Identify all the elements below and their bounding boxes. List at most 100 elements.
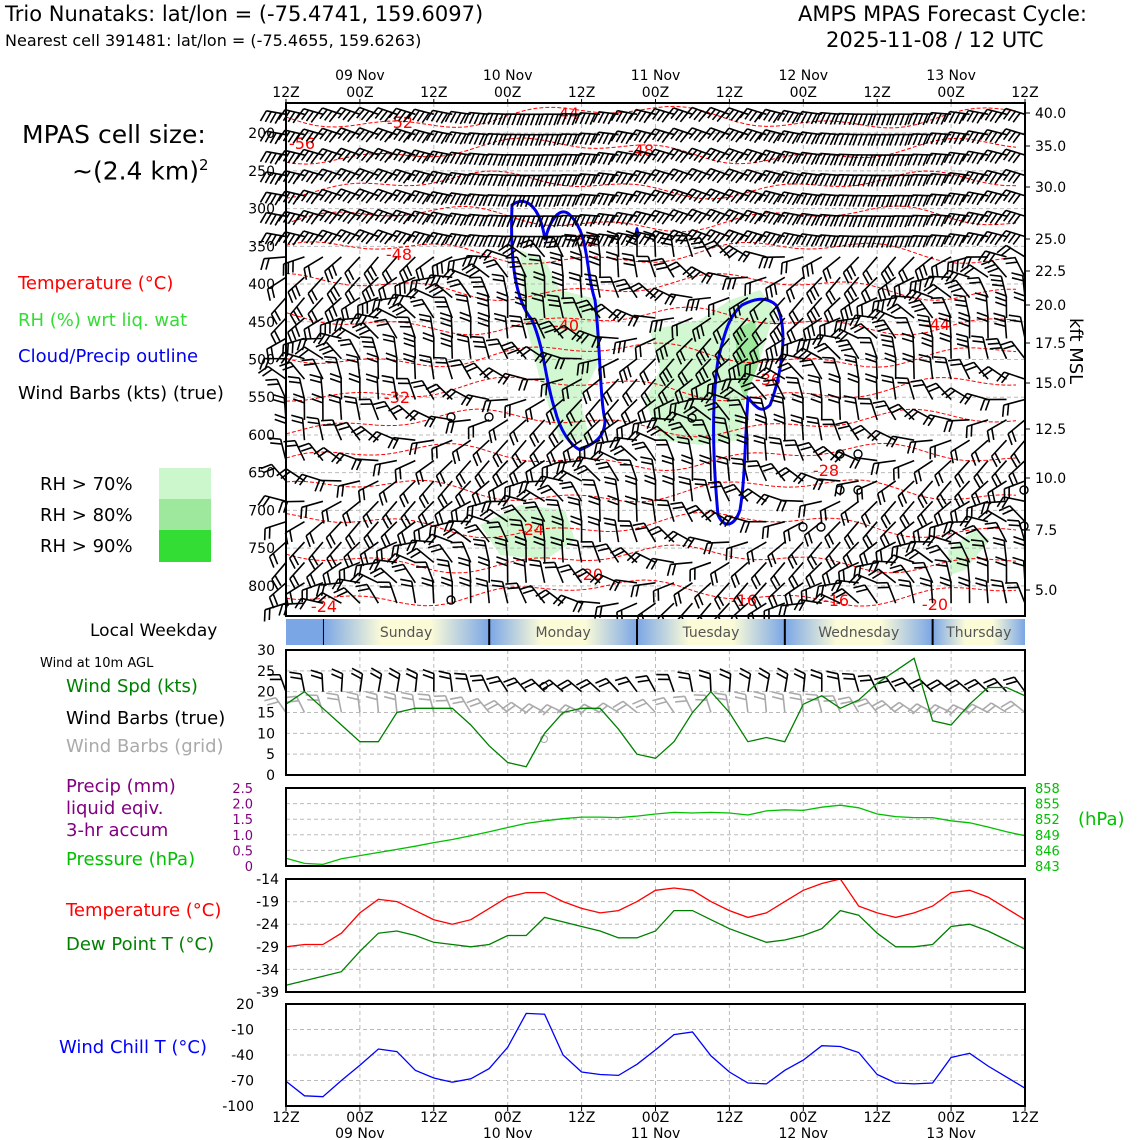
wind-barb-feather xyxy=(519,175,526,187)
wind-barb-feather xyxy=(557,327,569,336)
wind-barb-feather xyxy=(607,194,615,206)
wind-barb-feather xyxy=(549,251,562,257)
wind-barb-feather xyxy=(966,192,975,204)
wind-barb-feather xyxy=(865,269,873,281)
wind-barb-feather xyxy=(534,475,543,487)
wind-barb xyxy=(840,296,860,322)
wind-barb xyxy=(767,582,786,609)
wind-barb-feather xyxy=(369,567,381,575)
wind-barb-feather xyxy=(885,114,892,126)
wind-barb-feather xyxy=(734,573,741,585)
wind-barb-feather xyxy=(435,446,438,459)
wind-barb-feather xyxy=(786,234,795,246)
wind-barb xyxy=(444,110,471,125)
wind-barb-staff xyxy=(708,438,712,461)
wind-barb-feather xyxy=(902,352,914,358)
wind-barb-feather xyxy=(331,326,342,336)
wind-barb-feather xyxy=(920,493,928,505)
wind-barb-staff xyxy=(285,582,305,596)
wind-barb xyxy=(568,271,583,298)
wind-barb-staff xyxy=(820,234,841,238)
wind-barb-staff xyxy=(377,357,380,380)
wind-barb-feather xyxy=(440,153,449,165)
wind-barb-feather xyxy=(833,235,840,247)
wind-barb-feather xyxy=(777,362,789,369)
wind-barb-feather xyxy=(332,229,342,240)
wind-barb-staff xyxy=(927,316,934,339)
wind-barb xyxy=(268,582,287,609)
wind-barb xyxy=(819,500,841,523)
wind-barb xyxy=(853,584,878,604)
wind-barb xyxy=(569,250,583,278)
wind-barb-feather xyxy=(656,110,666,122)
wind-barb-feather xyxy=(454,214,462,226)
wind-barb xyxy=(654,439,675,461)
wind-barb xyxy=(923,283,952,299)
wind-barb-feather xyxy=(574,193,581,206)
wind-barb-feather xyxy=(824,133,832,145)
wind-barb xyxy=(369,147,398,164)
wind-barb-feather xyxy=(494,317,507,323)
wind-barb-staff xyxy=(950,387,970,401)
wind-barb xyxy=(783,439,805,461)
wind-barb-feather xyxy=(628,170,637,181)
wind-barb-feather xyxy=(583,483,596,486)
wind-barb-feather xyxy=(334,319,339,332)
wind-barb-feather xyxy=(844,359,857,364)
wind-barb-staff xyxy=(728,358,749,371)
wind-barb-feather xyxy=(920,513,928,525)
wind-barb xyxy=(469,276,490,298)
wind-barb xyxy=(744,276,767,296)
wind-barb-feather xyxy=(693,130,703,141)
wind-barb-feather xyxy=(800,445,813,451)
wind-barb-feather xyxy=(702,229,712,240)
wind-barb xyxy=(482,153,508,166)
wind-barb-feather xyxy=(867,113,873,126)
wind-barb-feather xyxy=(356,149,365,160)
wind-barb xyxy=(775,467,804,482)
wind-barb-feather xyxy=(393,170,402,181)
wind-barb-feather xyxy=(369,229,379,240)
wind-barb-feather xyxy=(735,330,743,342)
wind-barb-feather xyxy=(306,588,308,601)
wind-barb xyxy=(259,191,287,206)
wind-barb-staff xyxy=(486,248,508,258)
wind-barb-feather xyxy=(883,513,891,525)
pressure-tick-label: 300 xyxy=(248,202,275,218)
top-time-label: 00Z xyxy=(346,85,373,101)
wind-barb xyxy=(296,230,324,246)
wind-barb-feather xyxy=(477,473,485,485)
wind-barb xyxy=(954,460,971,488)
wind-barb-feather xyxy=(592,172,600,184)
wind-barb-feather xyxy=(718,438,730,445)
wind-barb xyxy=(943,233,970,247)
wind-barb xyxy=(998,189,1026,205)
wind-barb-feather xyxy=(693,191,703,202)
wind-barb-feather xyxy=(862,113,868,126)
wind-barb-feather xyxy=(387,437,395,449)
wind-barb xyxy=(925,234,952,248)
wind-barb-feather xyxy=(732,367,737,379)
wind-barb xyxy=(538,174,564,187)
wind-barb-staff xyxy=(987,480,1007,494)
wind-barb xyxy=(424,282,453,299)
wind-barb-feather xyxy=(870,175,877,187)
wind-barb-staff xyxy=(760,398,768,421)
wind-barb-staff xyxy=(595,275,601,298)
wind-barb-feather xyxy=(552,469,563,479)
wind-barb-feather xyxy=(614,437,621,449)
wind-barb-feather xyxy=(459,153,467,166)
wind-barb-feather xyxy=(542,561,555,564)
wind-barb-staff xyxy=(461,541,472,563)
wind-barb-feather xyxy=(1007,233,1017,244)
wind-barb-feather xyxy=(917,215,924,227)
wind-barb-staff xyxy=(434,282,453,299)
wind-barb xyxy=(624,475,638,502)
wind-barb xyxy=(509,518,527,543)
wind-barb xyxy=(311,393,324,420)
wind-barb-feather xyxy=(788,592,793,604)
wind-barb-feather xyxy=(613,550,625,558)
wind-barb-staff xyxy=(488,480,509,493)
wind-barb-feather xyxy=(516,236,522,248)
wind-barb-feather xyxy=(838,215,845,227)
